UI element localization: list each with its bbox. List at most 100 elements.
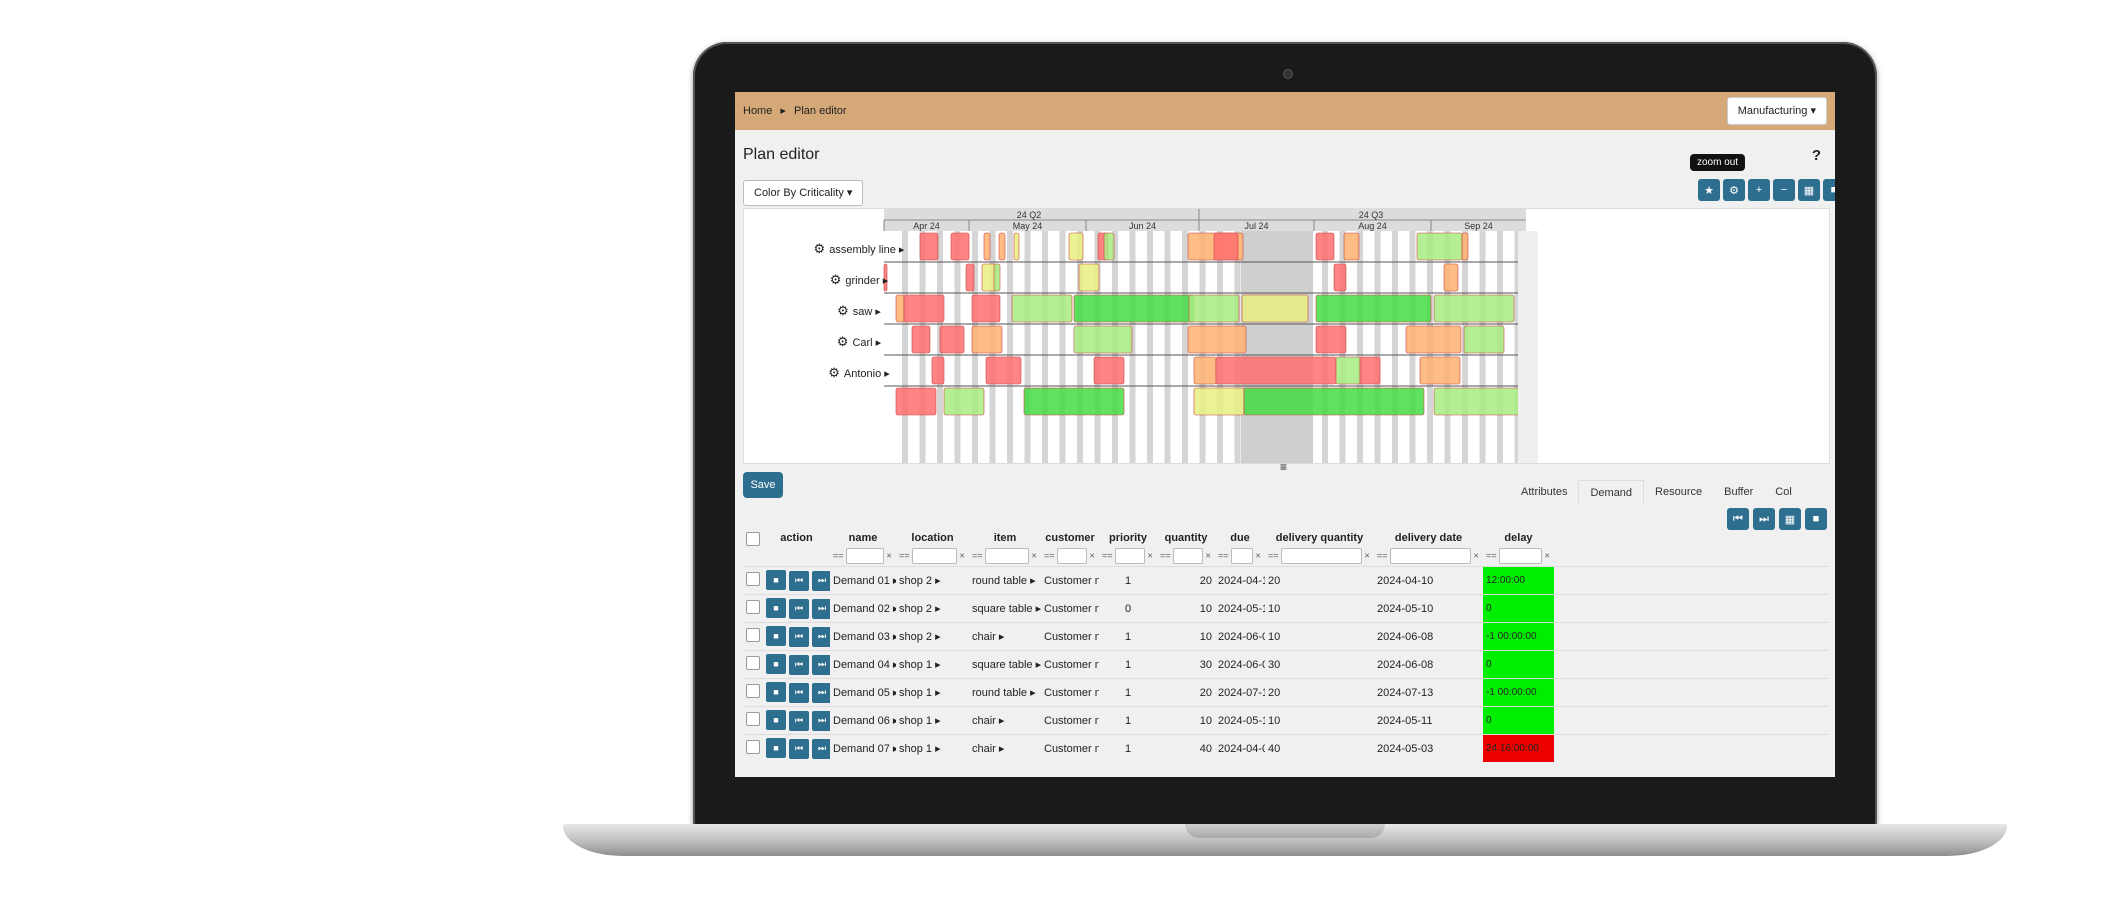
caret-right-icon[interactable]: ▸ [995, 715, 1005, 727]
row-checkbox[interactable] [746, 712, 760, 726]
gears-button[interactable]: ⚙ [1723, 179, 1745, 201]
caret-right-icon[interactable]: ▸ [892, 659, 896, 671]
resource-row-label[interactable]: ⚙ assembly line ▸ [784, 241, 934, 257]
clear-filter-icon[interactable]: × [1203, 550, 1211, 561]
caret-right-icon[interactable]: ▸ [892, 687, 896, 699]
filter-operator[interactable]: == [1102, 550, 1116, 561]
clear-filter-icon[interactable]: × [1471, 550, 1479, 561]
color-by-dropdown[interactable]: Color By Criticality ▾ [743, 180, 864, 206]
filter-input[interactable] [1057, 548, 1088, 564]
caret-right-icon[interactable]: ▸ [1027, 687, 1036, 699]
first-button[interactable]: ⏮ [789, 570, 809, 591]
clear-filter-icon[interactable]: × [1542, 550, 1550, 561]
caret-right-icon[interactable]: ▸ [892, 715, 896, 727]
last-button[interactable]: ⏭ [812, 682, 830, 703]
caret-right-icon[interactable]: ▸ [932, 687, 941, 699]
zoom-in-button[interactable]: + [1748, 179, 1770, 201]
resource-row-label[interactable]: ⚙ grinder ▸ [784, 272, 934, 288]
column-header[interactable]: quantity [1164, 532, 1208, 544]
clear-filter-icon[interactable]: × [957, 550, 965, 561]
first-button[interactable]: ⏮ [789, 626, 809, 647]
breadcrumb-current[interactable]: Plan editor [794, 105, 847, 117]
column-header[interactable]: customer [1045, 532, 1095, 544]
filter-input[interactable] [912, 548, 958, 564]
scenario-dropdown[interactable]: Manufacturing ▾ [1726, 97, 1827, 125]
zoom-out-button[interactable]: − [1773, 179, 1795, 201]
select-all-checkbox[interactable] [746, 532, 760, 546]
filter-input[interactable] [1281, 548, 1363, 564]
filter-operator[interactable]: == [1486, 550, 1500, 561]
column-header[interactable]: due [1230, 532, 1250, 544]
column-header[interactable]: name [848, 532, 878, 544]
stop-button[interactable]: ■ [766, 626, 786, 647]
stop-button[interactable]: ■ [766, 654, 786, 675]
table-row[interactable]: ■⏮⏭Demand 03 ▸shop 2 ▸chair ▸Customer ne… [743, 622, 1828, 650]
row-checkbox[interactable] [746, 656, 760, 670]
filter-input[interactable] [985, 548, 1030, 564]
stop-button[interactable]: ■ [1805, 508, 1827, 530]
tab-col[interactable]: Col [1775, 486, 1792, 498]
filter-operator[interactable]: == [1268, 550, 1282, 561]
column-header[interactable]: delivery quantity [1275, 532, 1364, 544]
table-row[interactable]: ■⏮⏭Demand 06 ▸shop 1 ▸chair ▸Customer ne… [743, 706, 1828, 734]
stop-button[interactable]: ■ [1823, 179, 1835, 201]
last-button[interactable]: ⏭ [1753, 508, 1775, 530]
clear-filter-icon[interactable]: × [1253, 550, 1261, 561]
resource-row-label[interactable]: ⚙ Antonio ▸ [784, 365, 934, 381]
resource-row-label[interactable]: ⚙ saw ▸ [784, 303, 934, 319]
caret-right-icon[interactable]: ▸ [932, 659, 941, 671]
tab-demand[interactable]: Demand [1578, 480, 1645, 506]
last-button[interactable]: ⏭ [812, 654, 830, 675]
filter-operator[interactable]: == [1044, 550, 1058, 561]
clear-filter-icon[interactable]: × [1145, 550, 1153, 561]
last-button[interactable]: ⏭ [812, 710, 830, 731]
last-button[interactable]: ⏭ [812, 598, 830, 619]
column-header[interactable]: delay [1504, 532, 1533, 544]
caret-right-icon[interactable]: ▸ [1032, 603, 1041, 615]
clear-filter-icon[interactable]: × [1087, 550, 1095, 561]
caret-right-icon[interactable]: ▸ [892, 631, 896, 643]
caret-right-icon[interactable]: ▸ [932, 743, 941, 755]
first-button[interactable]: ⏮ [789, 598, 809, 619]
filter-operator[interactable]: == [972, 550, 986, 561]
first-button[interactable]: ⏮ [1727, 508, 1749, 530]
filter-operator[interactable]: == [1377, 550, 1391, 561]
help-button[interactable]: ? [1811, 147, 1821, 164]
resource-row-label[interactable]: ⚙ Carl ▸ [784, 334, 934, 350]
tab-attributes[interactable]: Attributes [1521, 486, 1568, 498]
last-button[interactable]: ⏭ [812, 738, 830, 759]
clear-filter-icon[interactable]: × [1029, 550, 1037, 561]
filter-input[interactable] [1173, 548, 1204, 564]
last-button[interactable]: ⏭ [812, 570, 830, 591]
table-row[interactable]: ■ ⏮ ⏭ Demand 01 ▸ shop 2 ▸ round table ▸ Custo… [743, 566, 1828, 594]
stop-button[interactable]: ■ [766, 598, 786, 619]
column-header[interactable]: action [780, 532, 813, 544]
star-button[interactable]: ★ [1698, 179, 1720, 201]
caret-right-icon[interactable]: ▸ [892, 743, 896, 755]
caret-right-icon[interactable]: ▸ [932, 631, 941, 643]
caret-right-icon[interactable]: ▸ [932, 603, 941, 615]
filter-operator[interactable]: == [899, 550, 913, 561]
filter-operator[interactable]: == [1218, 550, 1232, 561]
row-checkbox[interactable] [746, 684, 760, 698]
filter-input[interactable] [1390, 548, 1472, 564]
filter-input[interactable] [1499, 548, 1543, 564]
caret-right-icon[interactable]: ▸ [892, 575, 896, 587]
table-row[interactable]: ■ ⏮ ⏭ Demand 02 ▸ shop 2 ▸ square table ▸ Cust… [743, 594, 1828, 622]
row-checkbox[interactable] [746, 572, 760, 586]
stop-button[interactable]: ■ [766, 738, 786, 759]
caret-right-icon[interactable]: ▸ [932, 575, 941, 587]
save-button[interactable]: Save [743, 472, 783, 498]
first-button[interactable]: ⏮ [789, 682, 809, 703]
column-header[interactable]: item [993, 532, 1017, 544]
first-button[interactable]: ⏮ [789, 710, 809, 731]
first-button[interactable]: ⏮ [789, 738, 809, 759]
clear-filter-icon[interactable]: × [1362, 550, 1370, 561]
table-row[interactable]: ■ ⏮ ⏭ Demand 04 ▸ shop 1 ▸ square table ▸ Cust… [743, 650, 1828, 678]
filter-operator[interactable]: == [1160, 550, 1174, 561]
table-row[interactable]: ■⏮⏭Demand 07 ▸shop 1 ▸chair ▸Customer ne… [743, 734, 1828, 762]
splitter-handle[interactable]: ≡ [1280, 460, 1288, 474]
calendar-button[interactable]: ▦ [1798, 179, 1820, 201]
row-checkbox[interactable] [746, 740, 760, 754]
table-row[interactable]: ■ ⏮ ⏭ Demand 05 ▸ shop 1 ▸ round table ▸ Custo… [743, 678, 1828, 706]
